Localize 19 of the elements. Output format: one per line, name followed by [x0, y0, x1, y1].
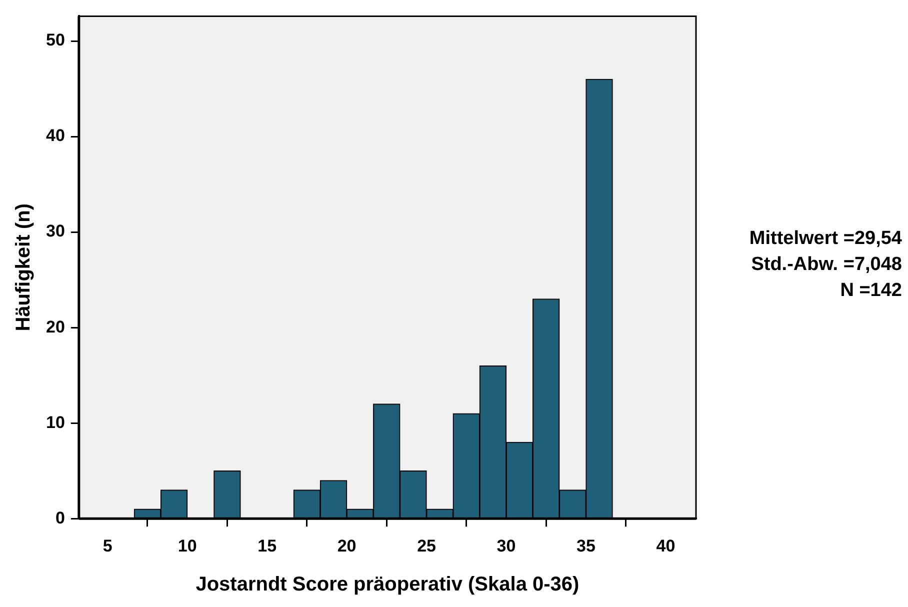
- y-tick-label: 20: [46, 317, 65, 336]
- y-axis-title: Häufigkeit (n): [12, 204, 35, 332]
- x-tick-label: 5: [102, 536, 112, 556]
- y-tick-label: 30: [46, 222, 65, 241]
- y-tick-label: 40: [46, 126, 65, 146]
- x-tick-label: 30: [496, 536, 516, 556]
- y-tick-label: 0: [55, 508, 65, 528]
- y-tick-label: 10: [46, 412, 65, 432]
- y-tick-label: 50: [46, 30, 65, 50]
- text: N =142: [839, 279, 902, 303]
- x-tick-label: 40: [656, 536, 676, 556]
- x-tick-label: 10: [178, 536, 197, 556]
- text: Std.-Abw. =7,048: [750, 253, 902, 277]
- x-tick-label: 20: [337, 536, 356, 556]
- x-axis-title: Jostarndt Score präoperativ (Skala 0-36): [196, 574, 580, 596]
- x-tick-label: 35: [576, 536, 596, 556]
- x-tick-label: 25: [417, 536, 436, 556]
- x-tick-label: 15: [258, 536, 277, 556]
- text: Mittelwert =29,54: [749, 227, 902, 251]
